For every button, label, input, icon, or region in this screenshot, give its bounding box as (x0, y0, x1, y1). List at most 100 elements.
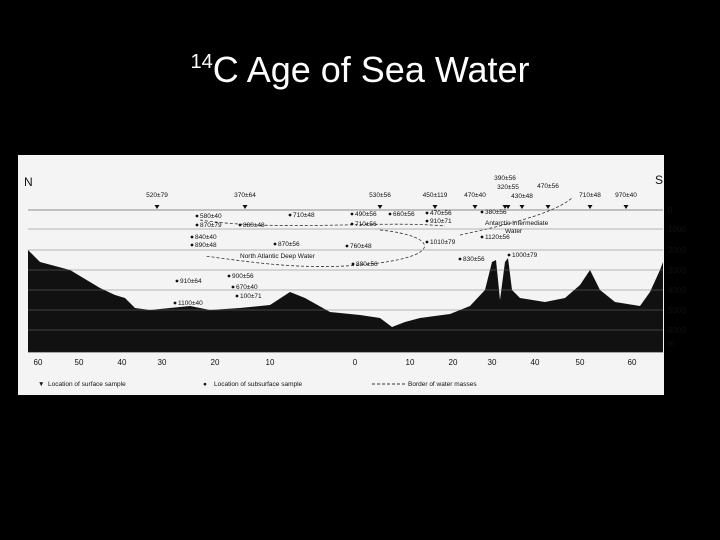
subsurface-sample-marker (350, 222, 354, 226)
subsurface-sample-label: 710±56 (355, 221, 377, 228)
latitude-label: 10 (266, 358, 275, 367)
legend-label: Location of subsurface sample (214, 381, 303, 388)
surface-sample-marker (545, 205, 551, 209)
subsurface-sample-label: 760±48 (350, 243, 372, 250)
subsurface-sample-marker (190, 243, 194, 247)
subsurface-sample-marker (350, 212, 354, 216)
subsurface-sample-marker (351, 262, 355, 266)
surface-sample-marker (242, 205, 248, 209)
surface-sample-marker (519, 205, 525, 209)
subsurface-sample-label: 470±56 (430, 210, 452, 217)
subsurface-sample-label: 830±56 (463, 256, 485, 263)
subsurface-sample-label: 870±79 (200, 222, 222, 229)
latitude-label: 50 (75, 358, 84, 367)
surface-sample-label: 530±56 (369, 192, 391, 199)
legend-symbol: ● (203, 381, 207, 388)
surface-sample-label: 450±119 (423, 192, 448, 199)
surface-sample-marker (472, 205, 478, 209)
legend-symbol: ▼ (38, 381, 44, 388)
latitude-label: 30 (488, 358, 497, 367)
subsurface-sample-marker (175, 279, 179, 283)
subsurface-sample-marker (425, 219, 429, 223)
depth-label: 4000 (668, 286, 686, 295)
surface-sample-label: 430±48 (511, 193, 533, 200)
depth-label: 1000 (668, 225, 686, 234)
surface-sample-label: 390±56 (494, 175, 516, 182)
title-text: C Age of Sea Water (213, 49, 530, 90)
depth-unit: m (668, 339, 675, 348)
subsurface-sample-marker (288, 213, 292, 217)
surface-sample-marker (623, 205, 629, 209)
subsurface-sample-marker (388, 212, 392, 216)
subsurface-sample-marker (238, 223, 242, 227)
subsurface-sample-marker (231, 285, 235, 289)
latitude-label: 30 (158, 358, 167, 367)
subsurface-sample-marker (480, 235, 484, 239)
water-mass-border (459, 197, 573, 236)
slide-title: 14C Age of Sea Water (190, 49, 529, 90)
subsurface-sample-marker (345, 244, 349, 248)
surface-sample-label: 470±40 (464, 192, 486, 199)
depth-label: 3000 (668, 266, 686, 275)
subsurface-sample-marker (235, 294, 239, 298)
latitude-label: 60 (34, 358, 43, 367)
legend-label: Border of water masses (408, 381, 477, 388)
subsurface-sample-label: 710±48 (293, 212, 315, 219)
subsurface-sample-label: 490±56 (355, 211, 377, 218)
surface-sample-label: 970±40 (615, 192, 637, 199)
figure-panel (18, 155, 664, 395)
surface-sample-marker (505, 205, 511, 209)
latitude-label: 10 (406, 358, 415, 367)
latitude-label: 50 (576, 358, 585, 367)
surface-sample-marker (432, 205, 438, 209)
latitude-label: 60 (628, 358, 637, 367)
surface-sample-label: 320±55 (497, 184, 519, 191)
surface-sample-label: 520±79 (146, 192, 168, 199)
surface-sample-marker (377, 205, 383, 209)
subsurface-sample-marker (173, 301, 177, 305)
subsurface-sample-label: 1120±56 (485, 234, 510, 241)
subsurface-sample-label: 580±40 (200, 213, 222, 220)
depth-label: 2000 (668, 246, 686, 255)
figure: N S North Atlantic Deep Water Antarctic … (18, 155, 686, 395)
surface-sample-marker (154, 205, 160, 209)
subsurface-sample-label: 1000±79 (512, 252, 538, 259)
subsurface-sample-marker (507, 253, 511, 257)
water-mass-border (204, 229, 425, 267)
latitude-label: 0 (353, 358, 358, 367)
subsurface-sample-label: 910±71 (430, 218, 452, 225)
subsurface-sample-marker (227, 274, 231, 278)
subsurface-sample-label: 660±56 (393, 211, 415, 218)
surface-sample-label: 370±64 (234, 192, 256, 199)
ocean-floor (28, 210, 663, 352)
subsurface-sample-label: 1010±79 (430, 239, 456, 246)
subsurface-sample-label: 900±56 (232, 273, 254, 280)
latitude-label: 40 (118, 358, 127, 367)
latitude-label: 20 (211, 358, 220, 367)
subsurface-sample-label: 1100±40 (178, 300, 203, 307)
subsurface-sample-marker (425, 211, 429, 215)
legend-label: Location of surface sample (48, 381, 126, 388)
subsurface-sample-marker (458, 257, 462, 261)
water-mass-label: Antarctic Intermediate (485, 220, 549, 227)
subsurface-sample-marker (195, 223, 199, 227)
subsurface-sample-label: 840±40 (195, 234, 217, 241)
title-superscript: 14 (190, 51, 212, 73)
water-mass-label: Water (505, 228, 523, 235)
subsurface-sample-marker (190, 235, 194, 239)
subsurface-sample-label: ±56 (239, 319, 250, 326)
subsurface-sample-label: 880±48 (243, 222, 265, 229)
subsurface-sample-label: 910±64 (180, 278, 202, 285)
surface-sample-marker (587, 205, 593, 209)
depth-label: 0 (668, 206, 673, 215)
surface-sample-label: 710±48 (579, 192, 601, 199)
north-label: N (24, 175, 33, 189)
water-mass-label: North Atlantic Deep Water (240, 253, 316, 260)
subsurface-sample-marker (425, 240, 429, 244)
depth-label: 5000 (668, 306, 686, 315)
water-mass-border (199, 219, 446, 227)
latitude-label: 40 (531, 358, 540, 367)
south-label: S (655, 173, 663, 187)
subsurface-sample-label: 1000 (239, 312, 254, 319)
